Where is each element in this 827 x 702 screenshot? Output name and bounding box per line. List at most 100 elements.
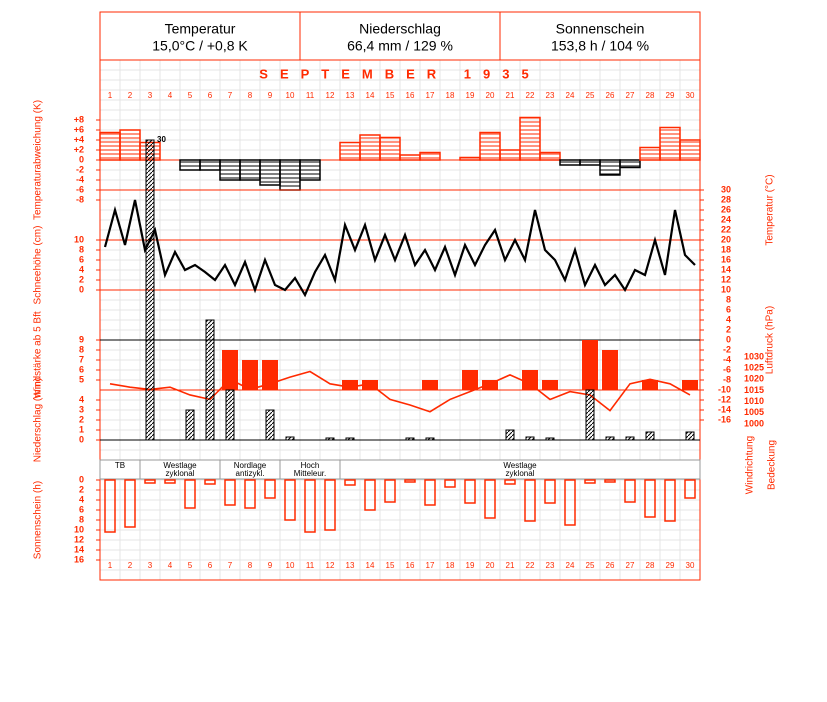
y-tick-label: 10 xyxy=(74,524,84,534)
y-tick-label: 1010 xyxy=(744,396,764,406)
header-value: 66,4 mm / 129 % xyxy=(347,38,453,54)
sunshine-bar xyxy=(384,479,396,503)
precip-bar xyxy=(625,436,635,441)
header-title: Niederschlag xyxy=(359,21,441,37)
sunshine-bar xyxy=(664,479,676,522)
y-tick-label: -4 xyxy=(76,174,84,184)
y-tick-label: 1 xyxy=(79,424,84,434)
axis-label: Luftdruck (hPa) xyxy=(765,306,776,374)
axis-label: Temperatur (°C) xyxy=(765,174,776,245)
weather-type xyxy=(339,459,701,480)
frame xyxy=(99,11,701,581)
y-tick-label: -4 xyxy=(723,354,731,364)
y-tick-label: 24 xyxy=(721,214,731,224)
wind-bar xyxy=(682,380,698,390)
day-label: 22 xyxy=(526,561,535,570)
day-label: 16 xyxy=(406,91,415,100)
day-label: 2 xyxy=(128,561,133,570)
day-label: 20 xyxy=(486,91,495,100)
day-label: 5 xyxy=(188,91,193,100)
precip-bar xyxy=(585,389,595,441)
sunshine-bar xyxy=(684,479,696,499)
y-tick-label: -10 xyxy=(718,384,731,394)
y-tick-label: -16 xyxy=(718,414,731,424)
weather-type-label: antizykl. xyxy=(236,469,265,478)
day-label: 27 xyxy=(626,91,635,100)
y-tick-label: -12 xyxy=(718,394,731,404)
y-tick-label: 5 xyxy=(79,374,84,384)
data-label: 30 xyxy=(157,135,166,144)
sunshine-bar xyxy=(264,479,276,499)
deviation-bar xyxy=(479,131,501,161)
y-tick-label: 22 xyxy=(721,224,731,234)
y-tick-label: 0 xyxy=(79,434,84,444)
deviation-bar xyxy=(679,139,701,161)
sunshine-bar xyxy=(484,479,496,519)
weather-type-label: Hoch xyxy=(301,461,320,470)
y-tick-label: +2 xyxy=(74,144,84,154)
precip-bar xyxy=(265,409,275,441)
y-tick-label: 8 xyxy=(79,344,84,354)
y-tick-label: 16 xyxy=(721,254,731,264)
y-tick-label: 28 xyxy=(721,194,731,204)
y-tick-label: 12 xyxy=(721,274,731,284)
deviation-bar xyxy=(219,159,241,181)
sunshine-bar xyxy=(644,479,656,518)
wind-bar xyxy=(222,350,238,390)
deviation-bar xyxy=(359,134,381,161)
day-label: 17 xyxy=(426,91,435,100)
y-tick-label: 8 xyxy=(79,244,84,254)
axis-label: Schneehöhe (cm) xyxy=(33,226,44,305)
y-tick-label: 2 xyxy=(79,414,84,424)
precip-bar xyxy=(645,431,655,441)
wind-bar xyxy=(522,370,538,390)
day-label: 13 xyxy=(346,91,355,100)
sunshine-bar xyxy=(604,479,616,483)
day-label: 7 xyxy=(228,561,233,570)
day-label: 30 xyxy=(686,91,695,100)
sunshine-bar xyxy=(364,479,376,511)
sunshine-bar xyxy=(404,479,416,483)
header-title: Temperatur xyxy=(165,21,236,37)
precip-bar xyxy=(145,139,155,441)
day-label: 19 xyxy=(466,91,475,100)
y-tick-label: 4 xyxy=(79,394,84,404)
deviation-bar xyxy=(179,159,201,171)
day-label: 17 xyxy=(426,561,435,570)
day-label: 29 xyxy=(666,561,675,570)
weather-type-label: Westlage xyxy=(163,461,197,470)
precip-bar xyxy=(205,319,215,441)
day-label: 9 xyxy=(268,91,273,100)
sunshine-bar xyxy=(624,479,636,503)
y-tick-label: 9 xyxy=(79,334,84,344)
y-tick-label: 4 xyxy=(726,314,731,324)
y-tick-label: 6 xyxy=(726,304,731,314)
day-label: 21 xyxy=(506,91,515,100)
sunshine-bar xyxy=(244,479,256,509)
y-tick-label: 4 xyxy=(79,264,84,274)
day-label: 7 xyxy=(228,91,233,100)
precip-bar xyxy=(605,436,615,441)
weather-type-label: Mitteleur. xyxy=(294,469,326,478)
day-label: 23 xyxy=(546,91,555,100)
day-label: 12 xyxy=(326,91,335,100)
deviation-bar xyxy=(99,131,121,161)
sunshine-bar xyxy=(144,479,156,484)
day-label: 28 xyxy=(646,561,655,570)
header-value: 15,0°C / +0,8 K xyxy=(152,38,248,54)
day-label: 9 xyxy=(268,561,273,570)
precip-bar xyxy=(405,437,415,441)
sunshine-bar xyxy=(504,479,516,485)
axis-label: Sonnenschein (h) xyxy=(33,481,44,559)
deviation-bar xyxy=(119,129,141,161)
y-tick-label: 14 xyxy=(74,544,84,554)
y-tick-label: 2 xyxy=(79,484,84,494)
wind-bar xyxy=(462,370,478,390)
precip-bar xyxy=(285,436,295,441)
deviation-bar xyxy=(299,159,321,181)
deviation-bar xyxy=(459,156,481,161)
day-label: 21 xyxy=(506,561,515,570)
sunshine-bar xyxy=(424,479,436,506)
weather-type-label: zyklonal xyxy=(166,469,195,478)
